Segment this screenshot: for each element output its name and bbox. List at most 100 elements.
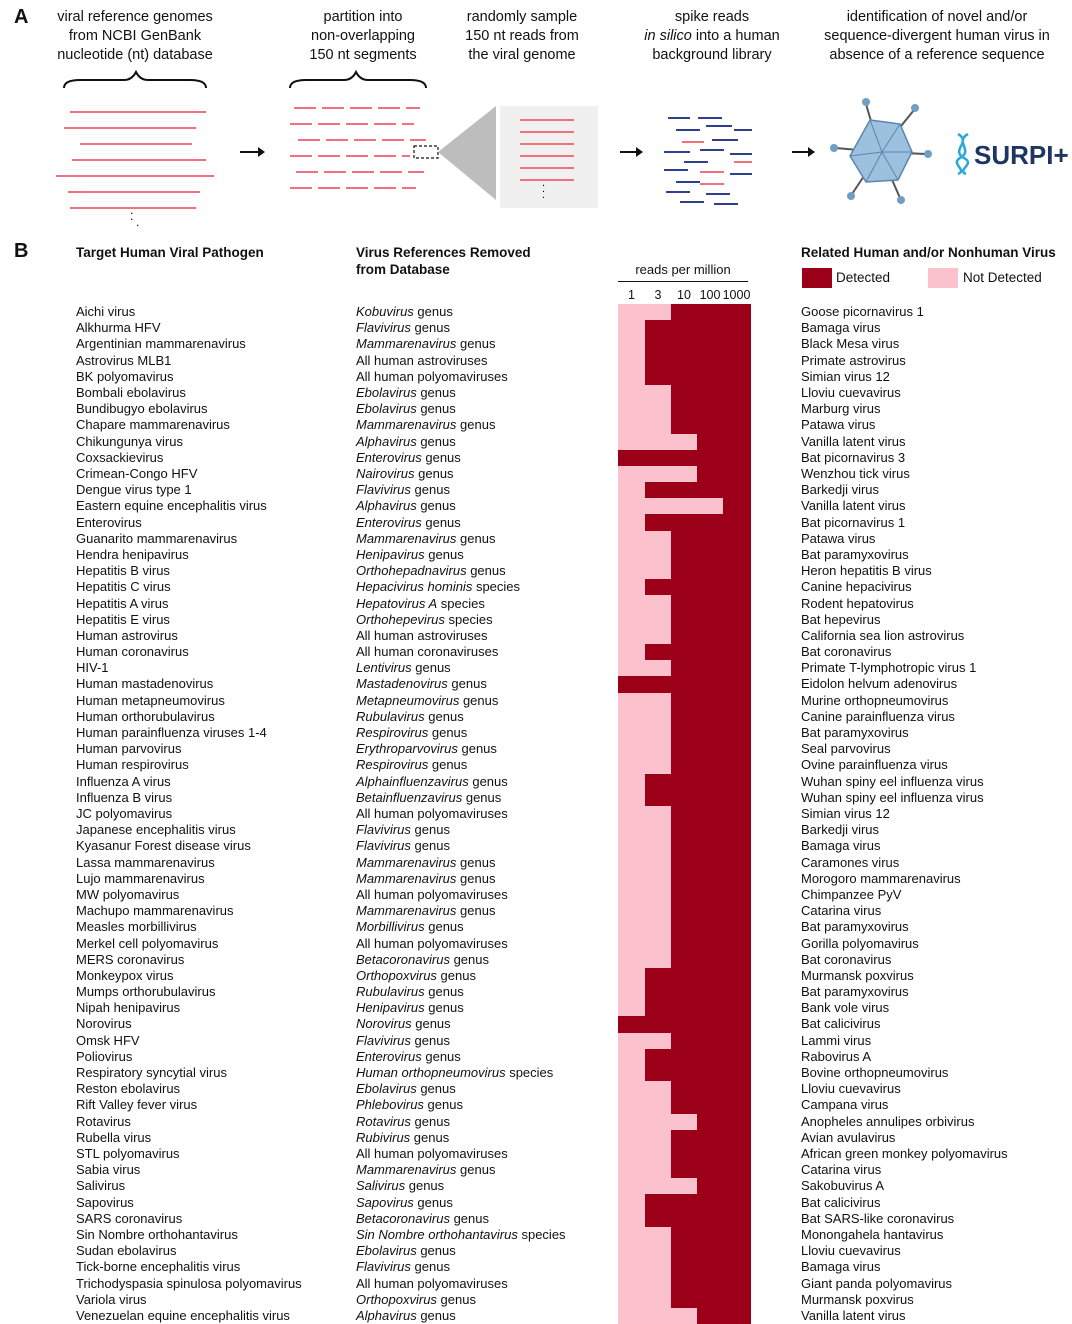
heatmap-cell bbox=[671, 1259, 698, 1276]
heatmap-cell bbox=[697, 967, 724, 985]
heatmap-cell bbox=[723, 498, 751, 515]
heatmap-cell bbox=[697, 352, 724, 370]
related-virus: Patawa virus bbox=[801, 417, 876, 432]
heatmap-cell bbox=[671, 708, 698, 726]
related-virus: Canine parainfluenza virus bbox=[801, 709, 955, 724]
heatmap-cell bbox=[697, 822, 724, 839]
heatmap-cell bbox=[671, 919, 698, 936]
heatmap-cell bbox=[618, 1162, 646, 1179]
removed-reference: All human polyomaviruses bbox=[356, 887, 508, 902]
related-virus: Lloviu cuevavirus bbox=[801, 1081, 901, 1096]
related-virus: Bat calicivirus bbox=[801, 1016, 881, 1031]
heatmap-cell bbox=[645, 660, 672, 677]
pathogen-name: Lassa mammarenavirus bbox=[76, 855, 215, 870]
pathogen-name: Sapovirus bbox=[76, 1195, 134, 1210]
related-virus: Giant panda polyomavirus bbox=[801, 1276, 953, 1291]
related-virus: Bat coronavirus bbox=[801, 644, 892, 659]
heatmap-cell bbox=[723, 660, 751, 677]
pathogen-name: Crimean-Congo HFV bbox=[76, 466, 198, 481]
heatmap-cell bbox=[645, 1113, 672, 1131]
heatmap-cell bbox=[671, 1145, 698, 1163]
heatmap-cell bbox=[697, 417, 724, 435]
related-virus: Canine hepacivirus bbox=[801, 579, 912, 594]
pathogen-name: Human parainfluenza viruses 1-4 bbox=[76, 725, 267, 740]
heatmap-cell bbox=[645, 595, 672, 613]
heatmap-level-label: 100 bbox=[699, 288, 721, 302]
related-virus: Patawa virus bbox=[801, 531, 876, 546]
heatmap-cell bbox=[618, 692, 646, 710]
heatmap-cell bbox=[618, 417, 646, 435]
removed-reference: Salivirus genus bbox=[356, 1178, 445, 1193]
related-virus: Primate astrovirus bbox=[801, 353, 906, 368]
heatmap-cell bbox=[645, 741, 672, 758]
pathogen-name: Hepatitis B virus bbox=[76, 563, 170, 578]
heatmap-cell bbox=[723, 1000, 751, 1017]
removed-reference: Betacoronavirus genus bbox=[356, 1211, 489, 1226]
heatmap-cell bbox=[723, 724, 751, 742]
arrow-icon-3 bbox=[792, 147, 815, 157]
heatmap-cell bbox=[671, 417, 698, 435]
pathogen-name: Guanarito mammarenavirus bbox=[76, 531, 238, 546]
heatmap-cell bbox=[723, 1081, 751, 1098]
heatmap-cell bbox=[697, 805, 724, 823]
heatmap-cell bbox=[645, 692, 672, 710]
heatmap-cell bbox=[697, 1048, 724, 1066]
heatmap-cell bbox=[671, 465, 698, 483]
heatmap-cell bbox=[723, 773, 751, 791]
related-virus: Primate T-lymphotropic virus 1 bbox=[801, 660, 977, 675]
heatmap-cell bbox=[723, 1064, 751, 1082]
heatmap-cell bbox=[723, 692, 751, 710]
heatmap-cell bbox=[723, 805, 751, 823]
heatmap-cell bbox=[723, 595, 751, 613]
related-virus: Vanilla latent virus bbox=[801, 434, 906, 449]
heatmap-cell bbox=[671, 482, 698, 499]
heatmap-cell bbox=[697, 676, 724, 694]
heatmap-cell bbox=[723, 870, 751, 888]
related-virus: Gorilla polyomavirus bbox=[801, 936, 919, 951]
pathogen-name: Chikungunya virus bbox=[76, 434, 183, 449]
removed-reference: Sapovirus genus bbox=[356, 1195, 453, 1210]
heatmap-cell bbox=[618, 1243, 646, 1260]
related-virus: Murmansk poxvirus bbox=[801, 1292, 914, 1307]
pathogen-name: Lujo mammarenavirus bbox=[76, 871, 205, 886]
related-virus: Chimpanzee PyV bbox=[801, 887, 902, 902]
heatmap-cell bbox=[723, 1275, 751, 1293]
removed-reference: Mammarenavirus genus bbox=[356, 417, 496, 432]
related-virus: Bamaga virus bbox=[801, 320, 881, 335]
heatmap-cell bbox=[723, 676, 751, 694]
pathogen-name: Chapare mammarenavirus bbox=[76, 417, 230, 432]
svg-text:.: . bbox=[130, 203, 133, 217]
removed-reference: All human polyomaviruses bbox=[356, 1276, 508, 1291]
heatmap-cell bbox=[723, 1097, 751, 1115]
related-virus: Bat paramyxovirus bbox=[801, 919, 909, 934]
heatmap-cell bbox=[723, 1113, 751, 1131]
heatmap-cell bbox=[697, 644, 724, 661]
heatmap-cell bbox=[645, 805, 672, 823]
removed-reference: All human astroviruses bbox=[356, 353, 488, 368]
removed-reference: Betacoronavirus genus bbox=[356, 952, 489, 967]
col-pathogen-header: Target Human Viral Pathogen bbox=[76, 245, 264, 260]
related-virus: Seal parvovirus bbox=[801, 741, 891, 756]
removed-reference: Mammarenavirus genus bbox=[356, 1162, 496, 1177]
heatmap-cell bbox=[618, 951, 646, 969]
heatmap-cell bbox=[697, 1081, 724, 1098]
removed-reference: Flavivirus genus bbox=[356, 822, 450, 837]
heatmap-cell bbox=[671, 822, 698, 839]
heatmap-cell bbox=[645, 1097, 672, 1115]
heatmap-cell bbox=[645, 1064, 672, 1082]
pathogen-name: Human coronavirus bbox=[76, 644, 189, 659]
heatmap-cell bbox=[697, 757, 724, 775]
removed-reference: Mammarenavirus genus bbox=[356, 871, 496, 886]
heatmap-cell bbox=[671, 1226, 698, 1244]
heatmap-cell bbox=[618, 465, 646, 483]
heatmap-cell bbox=[697, 1243, 724, 1260]
heatmap-cell bbox=[671, 611, 698, 629]
removed-reference: Orthohepadnavirus genus bbox=[356, 563, 506, 578]
pathogen-name: Aichi virus bbox=[76, 304, 136, 319]
related-virus: Anopheles annulipes orbivirus bbox=[801, 1114, 975, 1129]
heatmap-cell bbox=[697, 1032, 724, 1050]
heatmap-cell bbox=[618, 919, 646, 936]
removed-reference: Ebolavirus genus bbox=[356, 401, 456, 416]
segmented-genomes-group bbox=[289, 69, 439, 189]
heatmap-cell bbox=[618, 1291, 646, 1309]
